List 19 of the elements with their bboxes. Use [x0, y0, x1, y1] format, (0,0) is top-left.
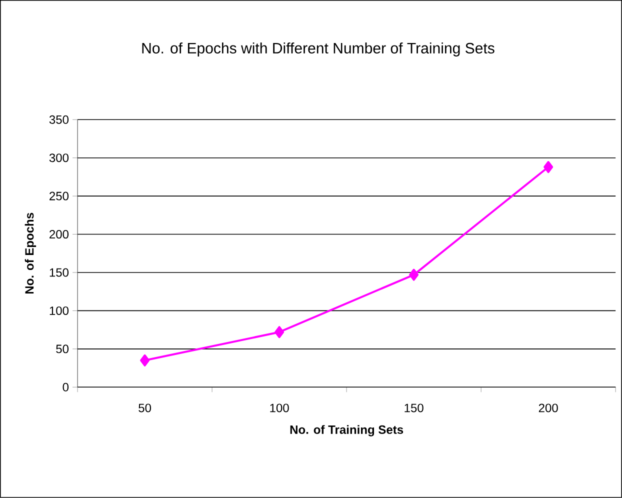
x-tick-label: 200 — [538, 404, 558, 412]
x-tick-label: 100 — [270, 404, 289, 412]
y-tick-label: 350 — [49, 116, 69, 124]
x-tick-label: 150 — [404, 404, 424, 412]
y-tick-label: 300 — [49, 154, 69, 162]
y-tick-label: 150 — [50, 268, 69, 277]
x-tick-label: 50 — [138, 404, 152, 412]
point — [544, 161, 554, 174]
point — [409, 268, 419, 281]
x-axis-title: No. of Training Sets — [290, 425, 404, 436]
y-axis-title: No. of Epochs — [24, 213, 36, 294]
point — [140, 354, 150, 367]
y-tick-label: 200 — [50, 230, 69, 239]
chart-title: No. of Epochs with Different Number of Training Sets — [142, 42, 494, 57]
point — [274, 326, 284, 338]
y-tick-label: 250 — [50, 192, 69, 200]
y-tick-label: 0 — [62, 383, 69, 392]
y-tick-label: 50 — [56, 344, 69, 354]
y-tick-label: 100 — [50, 306, 69, 316]
